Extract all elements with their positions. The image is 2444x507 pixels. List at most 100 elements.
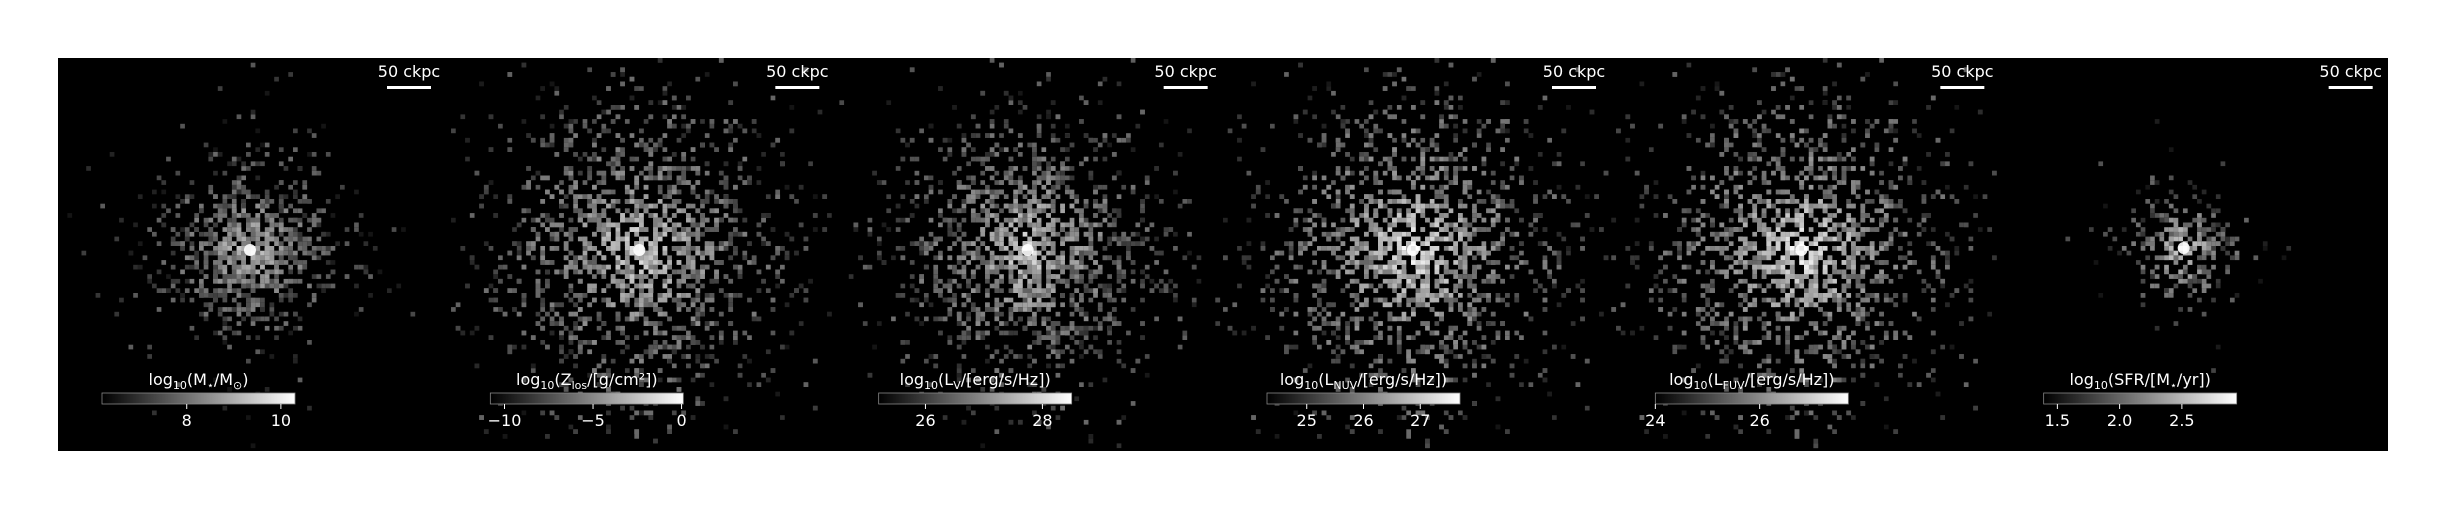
pixel <box>1158 199 1164 204</box>
pixel <box>606 189 611 195</box>
pixel <box>909 283 915 289</box>
pixel <box>686 227 691 232</box>
pixel <box>667 424 672 430</box>
pixel <box>923 358 929 364</box>
pixel <box>770 307 776 312</box>
pixel <box>535 278 541 284</box>
pixel <box>994 217 1000 223</box>
pixel <box>985 189 990 195</box>
pixel <box>620 330 625 336</box>
pixel <box>1008 175 1014 181</box>
pixel <box>227 246 232 251</box>
pixel <box>634 372 640 378</box>
colorbar-label-part: /M <box>214 370 233 389</box>
pixel <box>474 325 480 331</box>
pixel <box>330 213 336 218</box>
pixel <box>648 250 654 256</box>
pixel <box>601 264 607 270</box>
pixel <box>316 274 322 279</box>
pixel <box>704 250 710 256</box>
pixel <box>999 358 1004 364</box>
pixel <box>208 302 214 308</box>
pixel <box>95 293 101 298</box>
pixel <box>222 170 228 176</box>
pixel <box>648 175 654 181</box>
pixel <box>999 208 1004 214</box>
pixel <box>728 307 734 312</box>
pixel <box>681 105 687 110</box>
pixel <box>222 340 228 345</box>
pixel <box>634 241 640 246</box>
pixel <box>1055 255 1061 261</box>
pixel <box>966 377 971 383</box>
pixel <box>1144 227 1150 232</box>
pixel <box>961 199 967 204</box>
pixel <box>681 123 687 129</box>
pixel <box>648 415 654 420</box>
pixel <box>639 170 644 176</box>
pixel <box>241 189 246 195</box>
pixel <box>246 307 251 312</box>
pixel <box>213 264 218 270</box>
pixel <box>648 293 654 298</box>
pixel <box>780 246 785 251</box>
pixel <box>354 227 359 232</box>
pixel <box>947 227 953 232</box>
pixel <box>1008 217 1014 223</box>
pixel <box>260 278 265 284</box>
pixel <box>255 217 261 223</box>
pixel <box>606 231 611 237</box>
pixel <box>587 264 593 270</box>
pixel <box>274 241 279 246</box>
pixel <box>526 133 531 138</box>
pixel <box>563 293 569 298</box>
pixel <box>1083 288 1089 293</box>
pixel <box>891 316 896 322</box>
pixel <box>1046 194 1051 199</box>
pixel <box>260 283 265 289</box>
pixel <box>469 330 475 336</box>
pixel <box>321 123 326 129</box>
pixel <box>808 278 813 284</box>
pixel <box>653 349 658 355</box>
pixel <box>549 142 555 148</box>
pixel <box>568 340 574 345</box>
pixel <box>203 311 209 317</box>
pixel <box>751 260 757 265</box>
colorbar-label-part: log <box>516 370 540 389</box>
pixel <box>213 288 218 293</box>
pixel <box>236 231 242 237</box>
pixel <box>601 123 607 129</box>
pixel <box>264 236 270 242</box>
pixel <box>269 217 275 223</box>
pixel <box>742 250 748 256</box>
pixel <box>283 208 289 214</box>
pixel <box>1013 166 1018 171</box>
pixel <box>952 297 957 303</box>
pixel <box>1017 288 1023 293</box>
pixel <box>961 184 967 190</box>
pixel <box>956 166 962 171</box>
pixel <box>498 278 503 284</box>
pixel <box>203 142 209 148</box>
pixel <box>255 241 261 246</box>
pixel <box>330 283 336 289</box>
pixel <box>321 288 326 293</box>
pixel <box>297 316 303 322</box>
pixel <box>540 246 546 251</box>
pixel <box>596 264 602 270</box>
pixel <box>723 119 729 124</box>
pixel <box>947 137 953 143</box>
pixel <box>568 349 574 355</box>
pixel <box>704 72 710 77</box>
pixel <box>733 250 738 256</box>
pixel <box>288 227 293 232</box>
pixel <box>681 180 687 185</box>
pixel <box>966 142 971 148</box>
pixel <box>194 288 199 293</box>
pixel <box>606 203 611 209</box>
pixel <box>1027 382 1033 387</box>
pixel <box>966 335 971 340</box>
pixel <box>733 231 738 237</box>
pixel <box>751 128 757 134</box>
